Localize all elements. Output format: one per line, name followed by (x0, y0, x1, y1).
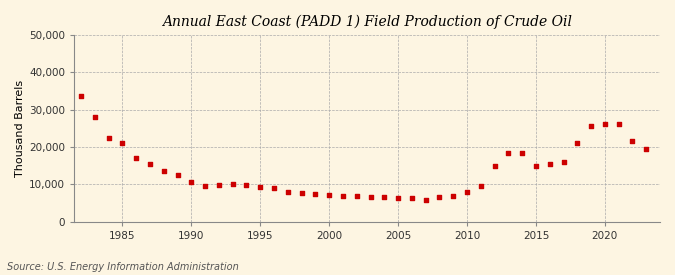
Point (641, 147, 651, 151)
Point (213, 183, 224, 187)
Point (352, 194, 362, 199)
Point (627, 139, 638, 144)
Text: Source: U.S. Energy Information Administration: Source: U.S. Energy Information Administ… (7, 262, 238, 272)
Point (421, 198, 431, 202)
Point (241, 183, 252, 187)
Point (599, 122, 610, 127)
Y-axis label: Thousand Barrels: Thousand Barrels (15, 80, 25, 177)
Point (269, 186, 279, 190)
Point (296, 190, 307, 195)
Point (503, 150, 514, 155)
Point (462, 189, 472, 194)
Title: Annual East Coast (PADD 1) Field Production of Crude Oil: Annual East Coast (PADD 1) Field Product… (162, 15, 572, 29)
Point (117, 141, 128, 145)
Point (172, 173, 183, 177)
Point (103, 135, 114, 140)
Point (200, 184, 211, 188)
Point (544, 161, 555, 166)
Point (324, 192, 335, 197)
Point (586, 124, 597, 128)
Point (379, 195, 389, 200)
Point (227, 182, 238, 186)
Point (434, 195, 445, 200)
Point (282, 189, 293, 194)
Point (393, 196, 404, 200)
Point (558, 160, 569, 164)
Point (338, 193, 348, 198)
Point (448, 194, 458, 199)
Point (76, 94, 86, 99)
Point (144, 161, 155, 166)
Point (186, 180, 196, 185)
Point (614, 122, 624, 127)
Point (131, 156, 142, 160)
Point (406, 196, 417, 200)
Point (572, 141, 583, 145)
Point (517, 150, 528, 155)
Point (365, 195, 376, 199)
Point (255, 184, 266, 189)
Point (310, 191, 321, 196)
Point (90, 115, 101, 119)
Point (489, 163, 500, 168)
Point (531, 163, 541, 168)
Point (159, 169, 169, 174)
Point (475, 184, 486, 188)
